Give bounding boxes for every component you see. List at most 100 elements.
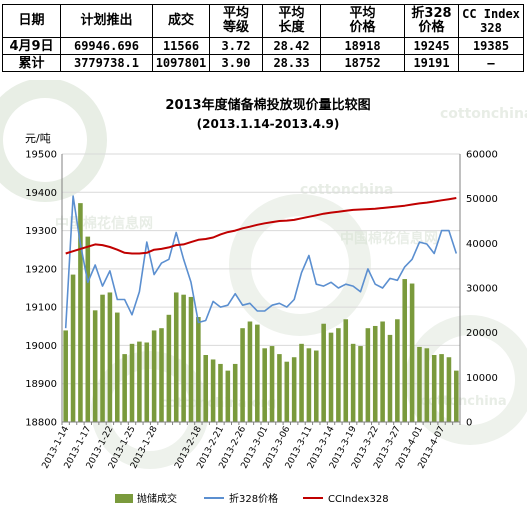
volume-bar xyxy=(240,328,245,422)
volume-bar xyxy=(343,319,349,422)
table-row: 4月9日 69946.696 11566 3.72 28.42 18918 19… xyxy=(2,37,524,55)
volume-bar xyxy=(203,355,209,422)
volume-bar xyxy=(424,348,430,422)
legend: 抛储成交 折328价格 CCIndex328 xyxy=(115,492,389,505)
volume-bar xyxy=(122,354,127,422)
volume-bar xyxy=(188,296,194,422)
price-volume-chart: cottonchina 中国棉花信息网 cottonchina 中国棉花信息网 … xyxy=(0,80,527,505)
y-right-tick-label: 20000 xyxy=(466,328,498,339)
volume-bar xyxy=(63,330,68,422)
volume-bar xyxy=(255,324,260,422)
legend-label-price328: 折328价格 xyxy=(229,492,278,505)
cell-cc-index: 19385 xyxy=(458,37,524,55)
axes-layer xyxy=(61,154,461,425)
volume-bar xyxy=(159,328,164,422)
volume-bar xyxy=(210,359,216,422)
volume-bar xyxy=(70,274,76,422)
volume-bar xyxy=(387,334,393,422)
volume-bar xyxy=(78,203,83,422)
cell-cc-index: – xyxy=(458,54,524,72)
cell-avg-length: 28.33 xyxy=(262,54,321,72)
cell-planned: 3779738.1 xyxy=(60,54,153,72)
header-planned: 计划推出 xyxy=(60,4,153,38)
volume-bar xyxy=(358,346,363,422)
cell-328-price: 19245 xyxy=(404,37,459,55)
volume-bar xyxy=(395,319,400,422)
volume-bar xyxy=(129,343,135,422)
volume-bar xyxy=(100,294,105,422)
cell-avg-length: 28.42 xyxy=(262,37,321,55)
y-axis-unit: 元/吨 xyxy=(25,132,51,145)
y-left-tick-label: 18900 xyxy=(25,379,57,390)
legend-label-volume: 抛储成交 xyxy=(137,492,177,505)
cell-328-price: 19191 xyxy=(404,54,459,72)
volume-bar xyxy=(137,341,142,422)
volume-bar xyxy=(299,343,304,422)
volume-bar xyxy=(262,348,267,422)
volume-bar xyxy=(107,292,113,422)
chart-subtitle: (2013.1.14-2013.4.9) xyxy=(197,117,340,131)
volume-bar xyxy=(196,317,201,422)
volume-bar xyxy=(306,348,312,422)
header-avg-length: 平均 长度 xyxy=(262,4,321,38)
header-avg-grade: 平均 等级 xyxy=(209,4,263,38)
y-right-tick-label: 0 xyxy=(466,418,472,429)
volume-bar xyxy=(291,357,297,422)
volume-bar xyxy=(402,279,408,422)
y-left-tick-label: 19000 xyxy=(25,341,57,352)
lines-layer xyxy=(64,195,458,329)
volume-bar xyxy=(365,328,371,422)
y-left-tick-label: 19300 xyxy=(25,226,57,237)
volume-bar xyxy=(232,363,238,422)
volume-bar xyxy=(269,346,275,422)
volume-bar xyxy=(277,354,282,422)
volume-bar xyxy=(92,310,98,422)
y-left-tick-label: 19400 xyxy=(25,188,57,199)
volume-bar xyxy=(313,350,319,422)
volume-bar xyxy=(446,357,452,422)
cell-avg-grade: 3.90 xyxy=(209,54,263,72)
watermark-text: 中国棉花信息网 xyxy=(340,230,438,247)
volume-bar xyxy=(247,321,253,422)
y-left-tick-label: 19100 xyxy=(25,303,57,314)
watermark-text: cottonchina xyxy=(300,182,393,198)
cell-date: 4月9日 xyxy=(2,37,61,55)
volume-bar xyxy=(372,325,378,422)
price328-line xyxy=(64,195,458,329)
y-right-tick-label: 10000 xyxy=(466,373,498,384)
ccindex328-line xyxy=(65,197,457,255)
watermark-ring xyxy=(0,80,107,202)
volume-bar xyxy=(181,294,186,422)
bars-layer xyxy=(63,203,459,422)
summary-table: 日期 计划推出 成交 平均 等级 平均 长度 平均 价格 折328 价格 CC Inde… xyxy=(2,4,524,72)
volume-bar xyxy=(439,354,444,422)
table-row: 累计 3779738.1 1097801 3.90 28.33 18752 19… xyxy=(2,54,524,72)
y-right-tick-label: 60000 xyxy=(466,150,498,161)
legend-label-ccindex: CCIndex328 xyxy=(328,494,389,505)
volume-bar xyxy=(321,323,326,422)
watermark-text: 中国棉花信息网 xyxy=(55,215,153,232)
volume-bar xyxy=(431,355,437,422)
watermark-ring xyxy=(405,315,527,445)
header-328-price: 折328 价格 xyxy=(404,4,459,38)
cell-avg-price: 18752 xyxy=(320,54,405,72)
legend-swatch-volume xyxy=(115,494,133,503)
volume-bar xyxy=(114,312,120,422)
cell-date: 累计 xyxy=(2,54,61,72)
volume-bar xyxy=(380,321,385,422)
volume-bar xyxy=(417,346,422,422)
y-right-tick-label: 50000 xyxy=(466,194,498,205)
volume-bar xyxy=(144,342,150,422)
volume-bar xyxy=(225,370,231,422)
y-right-tick-label: 30000 xyxy=(466,284,498,295)
volume-bar xyxy=(218,363,223,422)
header-cc-index: CC Index 328 xyxy=(458,4,524,38)
y-right-tick-label: 40000 xyxy=(466,239,498,250)
watermark-ring xyxy=(229,194,371,336)
volume-bar xyxy=(350,343,356,422)
header-date: 日期 xyxy=(2,4,61,38)
watermark-text: cottonchina xyxy=(440,106,527,122)
cell-deal: 1097801 xyxy=(152,54,210,72)
y-left-tick-label: 19500 xyxy=(25,150,57,161)
header-deal: 成交 xyxy=(152,4,210,38)
